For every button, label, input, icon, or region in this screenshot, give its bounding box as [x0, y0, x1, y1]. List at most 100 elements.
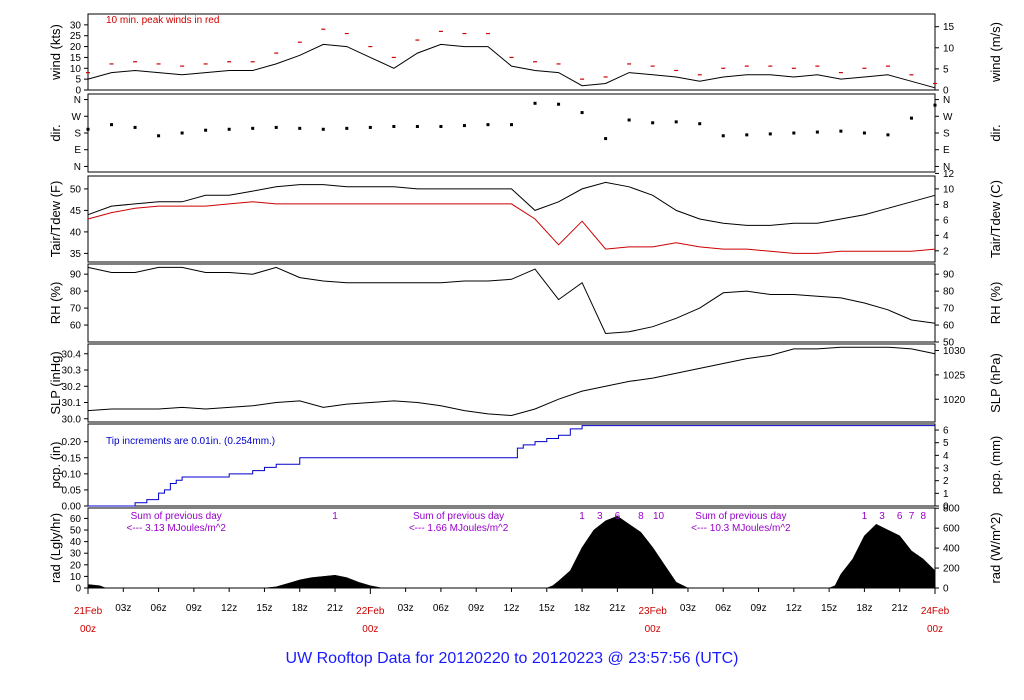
ytick-label-right: 10 [943, 184, 955, 195]
series-line-slp [87, 346, 936, 417]
wind-annotation: 10 min. peak winds in red [106, 15, 219, 26]
ytick-label-right: 5 [943, 64, 949, 75]
chart-title: UW Rooftop Data for 20120220 to 20120223… [285, 650, 739, 667]
hour-tick-label: 18z [856, 603, 872, 614]
hour-tick-label: 03z [680, 603, 696, 614]
ylabel-left: RH (%) [48, 282, 63, 325]
ytick-label-left: 5 [75, 75, 81, 86]
ytick-label-left: 0.05 [62, 485, 82, 496]
ytick-label-right: 10 [943, 43, 955, 54]
direction-point [698, 122, 702, 126]
ytick-label-left: 20 [70, 42, 82, 53]
ytick-label-right: N [943, 162, 950, 173]
ytick-label-right: 12 [943, 169, 955, 180]
ytick-label-left: 0.10 [62, 469, 82, 480]
day-label: 23Feb [638, 606, 667, 617]
ytick-label-right: 4 [943, 451, 949, 462]
direction-point [580, 111, 584, 115]
ylabel-right: pcp. (mm) [988, 436, 1003, 495]
direction-point [792, 131, 796, 135]
ytick-label-left: 45 [70, 206, 82, 217]
day-label: 21Feb [74, 606, 103, 617]
rad-hour-mark: 6 [615, 511, 621, 522]
hour-tick-label: 21z [327, 603, 343, 614]
direction-point [674, 120, 678, 124]
panel-frame [87, 263, 936, 343]
hour-tick-label: 21z [892, 603, 908, 614]
hour-tick-label: 09z [186, 603, 202, 614]
direction-point [815, 130, 819, 134]
ytick-label-right: S [943, 129, 950, 140]
direction-point [933, 103, 937, 107]
ytick-label-left: N [74, 95, 81, 106]
ytick-label-right: 1025 [943, 370, 966, 381]
ytick-label-right: 60 [943, 321, 955, 332]
rad-hour-mark: 3 [597, 511, 603, 522]
hour-tick-label: 09z [468, 603, 484, 614]
series-line-wind [87, 43, 936, 89]
hour-tick-label: 21z [609, 603, 625, 614]
ylabel-right: SLP (hPa) [988, 353, 1003, 413]
hour-tick-label: 15z [821, 603, 837, 614]
rad-hour-mark: 10 [653, 511, 665, 522]
rad-sum-line1: Sum of previous day [695, 511, 786, 522]
ytick-label-left: 60 [70, 514, 82, 525]
direction-point [909, 116, 913, 120]
ytick-label-left: 30.4 [62, 349, 82, 360]
ytick-label-left: 20 [70, 560, 82, 571]
ytick-label-left: N [74, 162, 81, 173]
ytick-label-right: 1 [943, 489, 949, 500]
ytick-label-left: 35 [70, 249, 82, 260]
ylabel-left: wind (kts) [48, 24, 63, 81]
panel-frame [87, 13, 936, 91]
pcp-annotation: Tip increments are 0.01in. (0.254mm.) [106, 436, 275, 447]
ytick-label-left: 30.1 [62, 398, 82, 409]
ytick-label-left: 15 [70, 53, 82, 64]
direction-point [462, 124, 466, 128]
rad-hour-mark: 1 [862, 511, 868, 522]
rad-hour-mark: 8 [638, 511, 644, 522]
direction-point [415, 125, 419, 128]
ylabel-right: Tair/Tdew (C) [988, 180, 1003, 258]
day-hour-label: 00z [362, 624, 378, 635]
direction-point [627, 118, 631, 122]
hour-tick-label: 03z [115, 603, 131, 614]
ytick-label-right: 0 [943, 502, 949, 513]
rad-hour-mark: 7 [909, 511, 915, 522]
series-line-rh [87, 266, 936, 335]
ytick-label-left: 30 [70, 549, 82, 560]
rad-sum-line1: Sum of previous day [413, 511, 504, 522]
hour-tick-label: 18z [292, 603, 308, 614]
direction-point [745, 133, 749, 137]
direction-point [157, 134, 161, 138]
day-hour-label: 00z [927, 624, 943, 635]
ytick-label-left: 90 [70, 270, 82, 281]
ytick-label-right: W [943, 112, 953, 123]
ytick-label-left: 30.0 [62, 414, 82, 425]
series-line-temp-tdew [87, 201, 936, 254]
ytick-label-right: 2 [943, 246, 949, 257]
rad-hour-mark: 8 [920, 511, 926, 522]
ytick-label-left: 50 [70, 184, 82, 195]
direction-point [533, 101, 537, 105]
ytick-label-right: 6 [943, 215, 949, 226]
direction-point [768, 132, 772, 136]
ylabel-right: rad (W/m^2) [988, 512, 1003, 583]
ytick-label-right: 6 [943, 426, 949, 437]
ylabel-left: Tair/Tdew (F) [48, 181, 63, 258]
day-hour-label: 00z [645, 624, 661, 635]
direction-point [557, 102, 561, 106]
ytick-label-left: 40 [70, 227, 82, 238]
hour-tick-label: 12z [786, 603, 802, 614]
hour-tick-label: 03z [398, 603, 414, 614]
hour-tick-label: 12z [503, 603, 519, 614]
hour-tick-label: 15z [539, 603, 555, 614]
ytick-label-right: 15 [943, 22, 955, 33]
rad-sum-line2: <--- 10.3 MJoules/m^2 [691, 523, 791, 534]
direction-point [839, 129, 843, 133]
ytick-label-left: 30.3 [62, 366, 82, 377]
hour-tick-label: 06z [715, 603, 731, 614]
